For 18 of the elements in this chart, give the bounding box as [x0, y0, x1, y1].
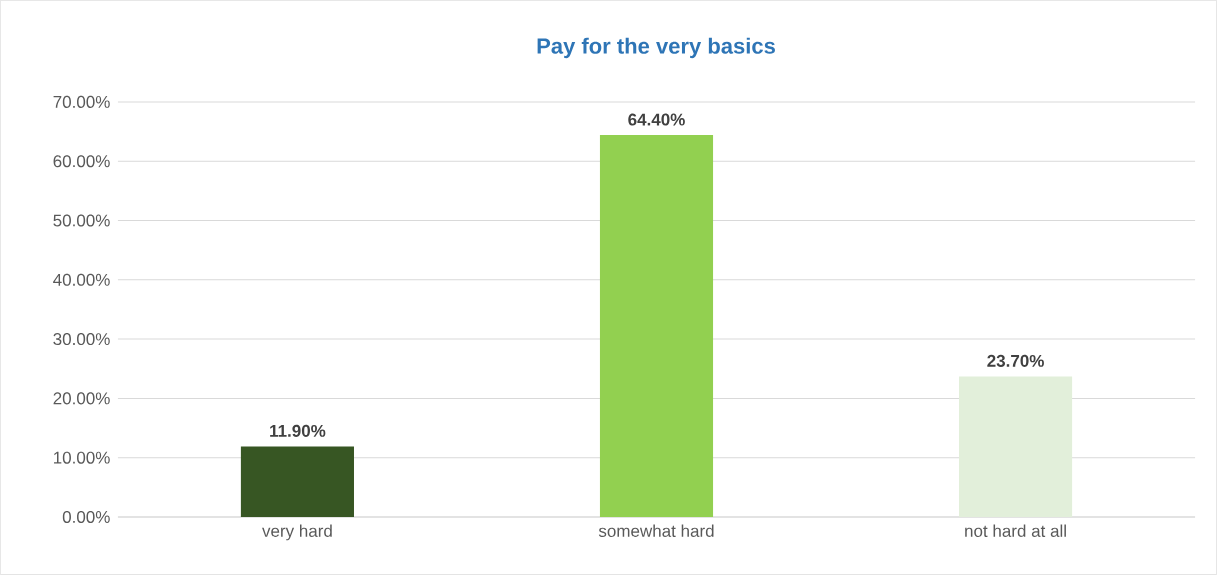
bar	[599, 135, 714, 518]
y-tick-label: 20.00%	[53, 392, 110, 405]
y-tick-label: 50.00%	[53, 214, 110, 227]
x-tick-label: not hard at all	[965, 524, 1066, 538]
data-label: 11.90%	[270, 424, 326, 437]
y-tick-label: 30.00%	[53, 333, 110, 346]
y-tick-label: 10.00%	[54, 451, 110, 464]
y-tick-label: 60.00%	[53, 155, 110, 168]
y-tick-label: 0.00%	[62, 511, 110, 524]
chart-title: Pay for the very basics	[537, 37, 775, 59]
data-label: 64.40%	[628, 113, 685, 126]
data-label: 23.70%	[987, 354, 1044, 367]
x-tick-label: very hard	[262, 524, 332, 541]
bar	[240, 446, 354, 518]
x-tick-label: somewhat hard	[598, 524, 714, 538]
y-tick-label: 40.00%	[53, 273, 110, 286]
y-tick-label: 70.00%	[53, 95, 110, 108]
bar	[959, 376, 1073, 518]
